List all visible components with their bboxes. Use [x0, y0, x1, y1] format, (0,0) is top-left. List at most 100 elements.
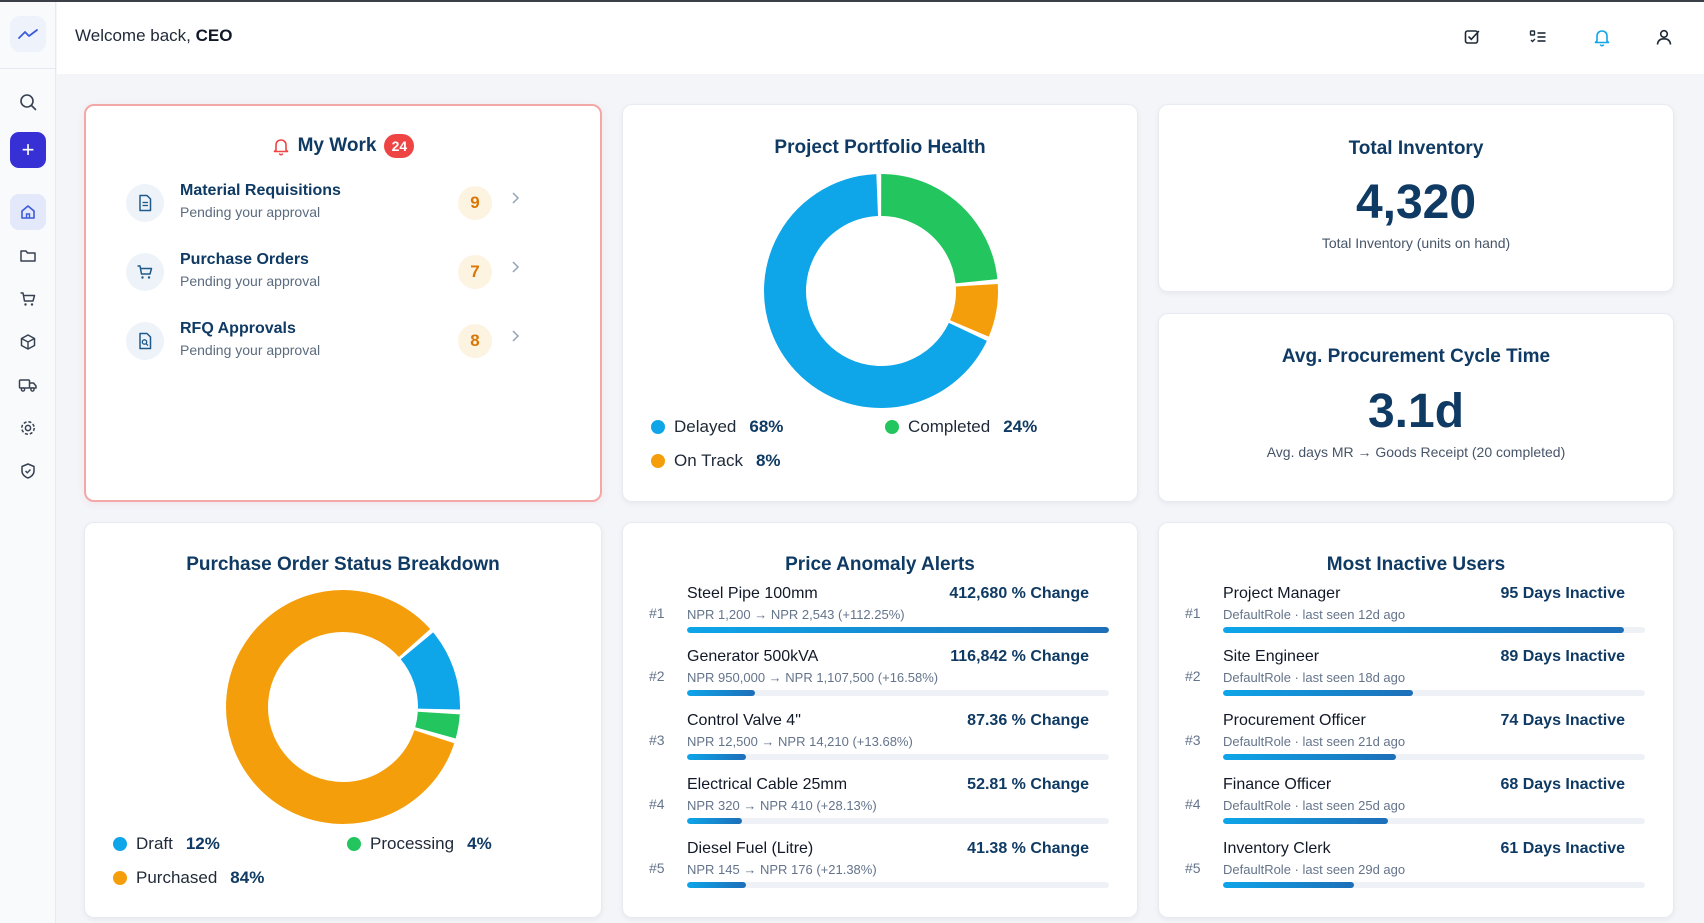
- legend-value: 8%: [755, 451, 781, 470]
- my-work-item-status: Pending your approval: [180, 342, 321, 358]
- user-menu-button[interactable]: [1651, 24, 1677, 50]
- user-last-seen: DefaultRole · last seen 21d ago: [1223, 734, 1406, 749]
- inactive-days: 68 Days Inactive: [1500, 776, 1625, 793]
- cart-icon: [137, 265, 153, 279]
- list-item[interactable]: #4 Finance Officer DefaultRole · last se…: [1185, 776, 1645, 838]
- legend-value: 12%: [185, 834, 220, 853]
- my-work-item-purchase-orders[interactable]: Purchase Orders Pending your approval 7: [126, 247, 566, 301]
- material-requisitions-icon-wrap: [126, 184, 164, 222]
- list-item[interactable]: #2 Site Engineer DefaultRole · last seen…: [1185, 648, 1645, 710]
- progress-track: [687, 882, 1109, 888]
- legend-swatch: [113, 837, 127, 851]
- sidebar-item-purchasing[interactable]: [10, 281, 46, 317]
- sidebar-item-inventory[interactable]: [10, 324, 46, 360]
- legend-purchased: Purchased 84%: [113, 868, 264, 888]
- change-value: 52.81 % Change: [967, 776, 1089, 793]
- item-name: Diesel Fuel (Litre): [687, 840, 814, 857]
- rank-label: #5: [1185, 860, 1201, 876]
- change-value: 116,842 % Change: [950, 648, 1089, 665]
- user-icon: [1656, 29, 1672, 45]
- progress-track: [687, 690, 1109, 696]
- notifications-button[interactable]: [1589, 24, 1615, 50]
- home-icon: [21, 205, 35, 219]
- inactive-days: 95 Days Inactive: [1500, 585, 1625, 602]
- cycle-time-card: Avg. Procurement Cycle Time 3.1d Avg. da…: [1158, 313, 1674, 502]
- inactive-users-card: Most Inactive Users #1 Project Manager D…: [1158, 522, 1674, 918]
- legend-swatch: [113, 871, 127, 885]
- progress-fill: [687, 882, 747, 888]
- list-item[interactable]: #4 Electrical Cable 25mm NPR 320 → NPR 4…: [649, 776, 1109, 838]
- total-inventory-caption: Total Inventory (units on hand): [1321, 235, 1511, 251]
- tasks-button[interactable]: [1459, 24, 1485, 50]
- list-item[interactable]: #5 Inventory Clerk DefaultRole · last se…: [1185, 840, 1645, 902]
- sidebar-add-button[interactable]: +: [10, 132, 46, 168]
- price-anomaly-title: Price Anomaly Alerts: [785, 554, 975, 575]
- app-logo[interactable]: [10, 16, 46, 52]
- sidebar-item-folders[interactable]: [10, 238, 46, 274]
- progress-fill: [687, 754, 747, 760]
- legend-value: 84%: [230, 868, 265, 887]
- legend-label: Purchased: [136, 868, 218, 887]
- progress-fill: [1223, 818, 1388, 824]
- list-item[interactable]: #5 Diesel Fuel (Litre) NPR 145 → NPR 176…: [649, 840, 1109, 902]
- po-status-slice-draft: [226, 590, 460, 824]
- progress-track: [687, 627, 1109, 633]
- list-item[interactable]: #2 Generator 500kVA NPR 950,000 → NPR 1,…: [649, 648, 1109, 710]
- progress-track: [1223, 882, 1645, 888]
- progress-track: [1223, 818, 1645, 824]
- progress-track: [1223, 754, 1645, 760]
- purchase-orders-icon-wrap: [126, 253, 164, 291]
- rank-label: #3: [1185, 732, 1201, 748]
- rank-label: #5: [649, 860, 665, 876]
- item-name: Control Valve 4": [687, 712, 801, 729]
- progress-track: [687, 754, 1109, 760]
- sidebar-item-security[interactable]: [10, 453, 46, 489]
- my-work-item-label: RFQ Approvals: [180, 320, 296, 337]
- my-work-item-count: 9: [458, 186, 492, 220]
- my-work-count-badge: 24: [384, 134, 415, 158]
- list-item[interactable]: #1 Project Manager DefaultRole · last se…: [1185, 585, 1645, 647]
- sidebar-search-button[interactable]: [10, 84, 46, 120]
- portfolio-health-title: Project Portfolio Health: [774, 137, 986, 158]
- welcome-user-name: CEO: [195, 26, 233, 45]
- list-item[interactable]: #3 Control Valve 4" NPR 12,500 → NPR 14,…: [649, 712, 1109, 774]
- rank-label: #1: [1185, 605, 1201, 621]
- sidebar-item-settings[interactable]: [10, 410, 46, 446]
- sidebar: +: [0, 2, 56, 923]
- price-change-detail: NPR 320 → NPR 410 (+28.13%): [687, 798, 877, 813]
- bell-icon: [273, 138, 288, 156]
- sidebar-item-home[interactable]: [10, 194, 46, 230]
- rank-label: #3: [649, 732, 665, 748]
- inactive-days: 74 Days Inactive: [1500, 712, 1625, 729]
- my-work-item-material-requisitions[interactable]: Material Requisitions Pending your appro…: [126, 178, 566, 232]
- list-item[interactable]: #1 Steel Pipe 100mm NPR 1,200 → NPR 2,54…: [649, 585, 1109, 647]
- task-check-icon: [1464, 30, 1480, 44]
- checklist-button[interactable]: [1525, 24, 1551, 50]
- price-change-detail: NPR 950,000 → NPR 1,107,500 (+16.58%): [687, 670, 939, 685]
- user-last-seen: DefaultRole · last seen 29d ago: [1223, 862, 1406, 877]
- box-icon: [20, 334, 36, 350]
- progress-track: [687, 818, 1109, 824]
- legend-draft: Draft 12%: [113, 834, 220, 854]
- list-item[interactable]: #3 Procurement Officer DefaultRole · las…: [1185, 712, 1645, 774]
- chart-logo-icon: [18, 29, 38, 39]
- my-work-item-rfq-approvals[interactable]: RFQ Approvals Pending your approval 8: [126, 316, 566, 370]
- total-inventory-card: Total Inventory 4,320 Total Inventory (u…: [1158, 104, 1674, 292]
- legend-value: 68%: [749, 417, 784, 436]
- rank-label: #2: [649, 668, 665, 684]
- welcome-prefix: Welcome back,: [75, 26, 191, 45]
- po-status-donut-chart: [226, 590, 460, 824]
- user-name: Site Engineer: [1223, 648, 1320, 665]
- sidebar-item-delivery[interactable]: [10, 367, 46, 403]
- my-work-item-status: Pending your approval: [180, 273, 321, 289]
- progress-fill: [1223, 882, 1354, 888]
- portfolio-slice-completed: [764, 174, 998, 408]
- portfolio-health-card: Project Portfolio Health Delayed 68% Com…: [622, 104, 1138, 502]
- price-change-detail: NPR 145 → NPR 176 (+21.38%): [687, 862, 877, 877]
- rank-label: #4: [649, 796, 665, 812]
- search-icon: [20, 94, 37, 111]
- legend-swatch: [885, 420, 899, 434]
- user-name: Procurement Officer: [1223, 712, 1366, 729]
- portfolio-donut-chart: [764, 174, 998, 408]
- user-name: Inventory Clerk: [1223, 840, 1331, 857]
